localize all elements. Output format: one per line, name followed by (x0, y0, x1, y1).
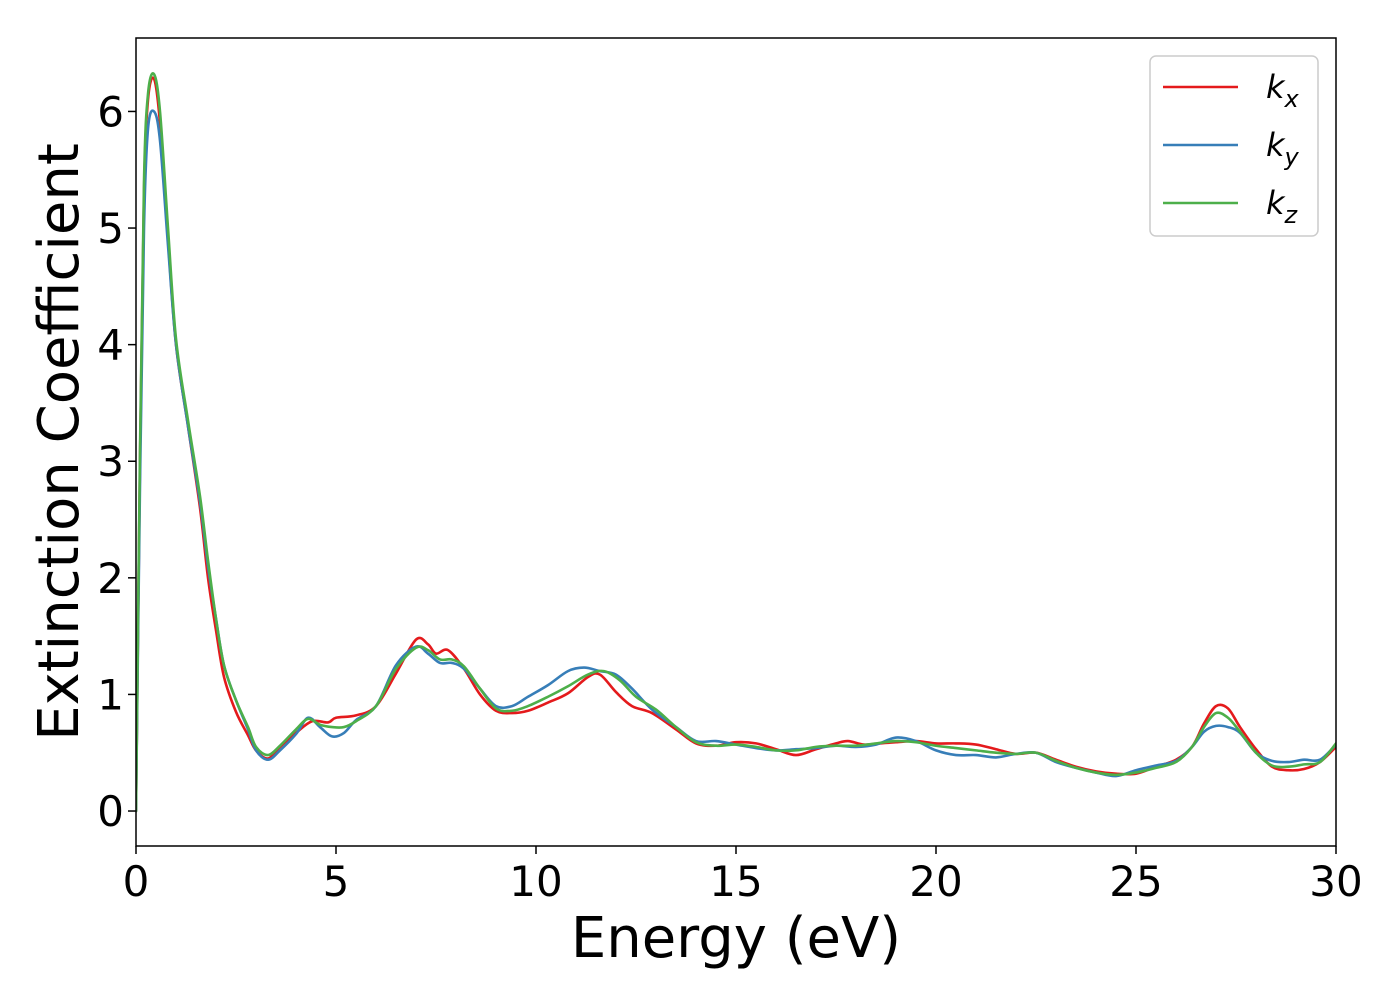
x-axis: 0 5 10 15 20 25 30 (123, 846, 1363, 906)
y-tick-label: 0 (97, 787, 124, 836)
y-tick-label: 2 (97, 554, 124, 603)
y-tick-label: 1 (97, 670, 124, 719)
legend-label-k-y: ky (1266, 126, 1300, 171)
y-tick-label: 4 (97, 321, 124, 370)
y-axis-title: Extinction Coefficient (27, 143, 92, 741)
legend-label-k-z: kz (1266, 184, 1299, 229)
series-line-k-z (136, 72, 1336, 813)
legend: kx ky kz (1149, 55, 1319, 237)
x-tick-label: 10 (509, 857, 562, 906)
x-tick-label: 15 (709, 857, 762, 906)
x-tick-label: 5 (323, 857, 350, 906)
series-layer (136, 72, 1336, 813)
y-tick-label: 6 (97, 87, 124, 136)
x-tick-label: 0 (123, 857, 150, 906)
x-tick-label: 25 (1109, 857, 1162, 906)
y-tick-label: 5 (97, 204, 124, 253)
legend-label-k-x: kx (1266, 68, 1300, 113)
y-axis: 0 1 2 3 4 5 6 (97, 87, 136, 836)
y-tick-label: 3 (97, 437, 124, 486)
x-axis-title: Energy (eV) (571, 906, 901, 971)
x-tick-label: 20 (909, 857, 962, 906)
x-tick-label: 30 (1309, 857, 1362, 906)
